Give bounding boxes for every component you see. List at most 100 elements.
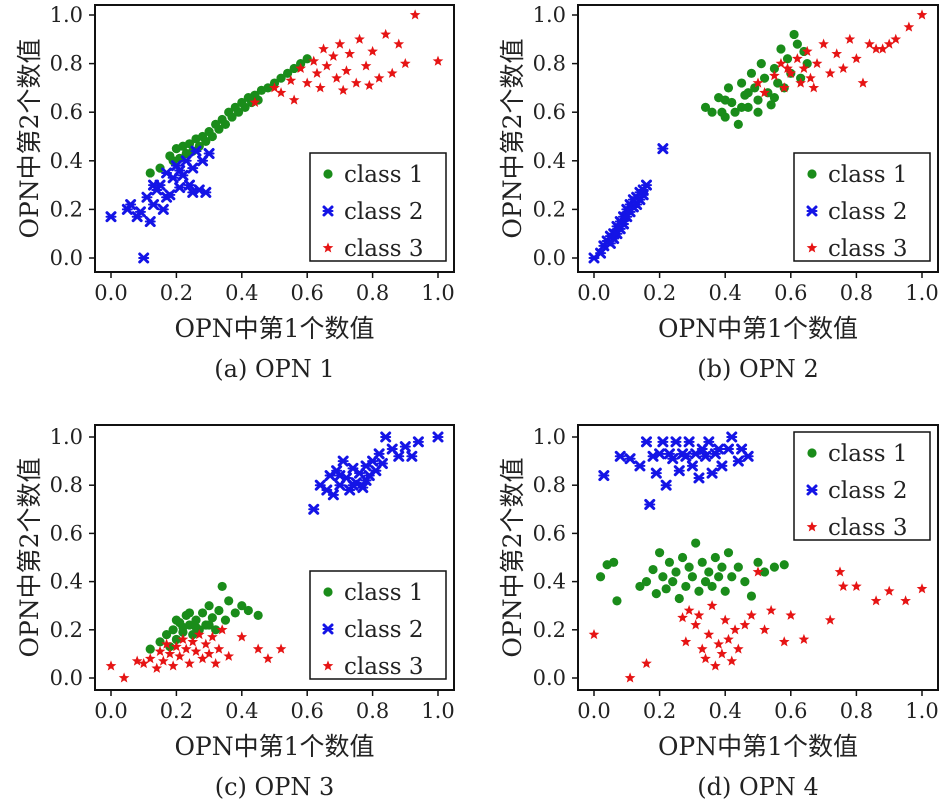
series-1 xyxy=(145,54,312,178)
data-point xyxy=(657,436,669,448)
y-tick-label: 0.0 xyxy=(533,666,566,690)
data-point xyxy=(773,78,783,88)
data-point xyxy=(700,450,712,462)
data-point xyxy=(350,77,362,88)
data-point xyxy=(373,448,385,460)
x-tick-label: 0.6 xyxy=(774,281,807,305)
data-point xyxy=(171,641,182,652)
data-point xyxy=(670,436,682,448)
data-point xyxy=(706,600,718,611)
data-point xyxy=(380,431,392,443)
data-point xyxy=(302,54,312,64)
data-point xyxy=(737,102,747,112)
y-tick-label: 1.0 xyxy=(533,425,566,449)
series-1 xyxy=(145,581,263,654)
data-point xyxy=(155,637,165,647)
scatter-panel-4: 0.0 0.2 0.4 0.6 0.8 1.00.00.20.40.60.81.0OPN中… xyxy=(498,424,939,801)
data-point xyxy=(210,657,221,669)
data-point xyxy=(700,653,711,664)
data-point xyxy=(740,577,750,587)
data-point xyxy=(657,143,669,155)
data-point xyxy=(174,650,185,661)
data-point xyxy=(732,643,744,654)
data-point xyxy=(684,562,694,572)
data-point xyxy=(301,77,313,88)
data-point xyxy=(716,648,728,659)
data-point xyxy=(138,657,150,669)
data-point xyxy=(648,564,658,575)
legend-label: class 3 xyxy=(828,515,908,541)
data-point xyxy=(138,252,150,264)
data-point xyxy=(207,613,217,623)
data-point xyxy=(191,615,201,625)
legend-label: class 2 xyxy=(828,199,908,225)
data-point xyxy=(174,165,186,177)
x-tick-label: 0.0 xyxy=(94,699,127,723)
data-point xyxy=(726,655,738,666)
data-point xyxy=(144,216,156,228)
data-point xyxy=(233,107,244,117)
data-point xyxy=(766,100,776,110)
data-point xyxy=(125,199,137,211)
y-tick-label: 0.8 xyxy=(533,473,566,497)
series-3 xyxy=(588,566,928,683)
data-point xyxy=(769,93,780,103)
data-point xyxy=(187,162,199,174)
data-point xyxy=(432,431,444,443)
data-point xyxy=(253,610,263,620)
legend-label: class 3 xyxy=(344,654,424,680)
legend-label: class 1 xyxy=(344,580,424,606)
data-point xyxy=(207,131,217,142)
data-point xyxy=(739,619,751,630)
data-point xyxy=(798,633,810,644)
data-point xyxy=(743,88,753,98)
y-tick-label: 1.0 xyxy=(50,3,83,27)
data-point xyxy=(723,548,734,558)
y-axis-label: OPN中第2个数值 xyxy=(498,38,527,238)
data-point xyxy=(691,538,701,548)
data-point xyxy=(240,102,250,112)
data-point xyxy=(177,633,189,644)
data-point xyxy=(870,595,882,606)
data-point xyxy=(595,572,606,582)
data-point xyxy=(275,87,287,98)
data-point xyxy=(314,82,326,93)
data-point xyxy=(746,609,757,620)
data-point xyxy=(831,48,843,59)
legend-label: class 3 xyxy=(828,236,908,262)
data-point xyxy=(334,38,346,49)
data-point xyxy=(161,191,173,203)
data-point xyxy=(746,68,757,78)
x-tick-label: 1.0 xyxy=(905,699,938,723)
data-point xyxy=(331,72,342,83)
data-point xyxy=(376,458,388,470)
data-point xyxy=(200,638,212,649)
scatter-panel-1: 0.0 0.2 0.4 0.6 0.8 1.00.00.20.40.60.81.0OPN中… xyxy=(15,3,455,383)
data-point xyxy=(341,65,352,76)
data-point xyxy=(759,73,770,83)
data-point xyxy=(243,605,253,616)
data-point xyxy=(364,79,375,90)
data-point xyxy=(171,615,181,625)
data-point xyxy=(174,182,186,194)
data-point xyxy=(216,624,228,635)
data-point xyxy=(640,436,652,448)
data-point xyxy=(295,62,306,73)
data-point xyxy=(275,643,287,654)
y-axis-label: OPN中第2个数值 xyxy=(498,457,527,657)
data-point xyxy=(399,58,411,69)
data-point xyxy=(778,636,790,647)
data-point xyxy=(171,634,181,645)
y-tick-label: 0.4 xyxy=(533,149,566,173)
data-point xyxy=(782,62,793,73)
y-tick-label: 0.6 xyxy=(533,521,566,545)
data-point xyxy=(706,467,718,479)
data-point xyxy=(752,77,764,88)
data-point xyxy=(837,580,849,591)
data-point xyxy=(360,474,372,486)
data-point xyxy=(720,586,730,596)
data-point xyxy=(151,662,163,673)
legend-label: class 1 xyxy=(344,162,424,188)
legend-marker xyxy=(806,205,818,217)
data-point xyxy=(148,179,160,191)
